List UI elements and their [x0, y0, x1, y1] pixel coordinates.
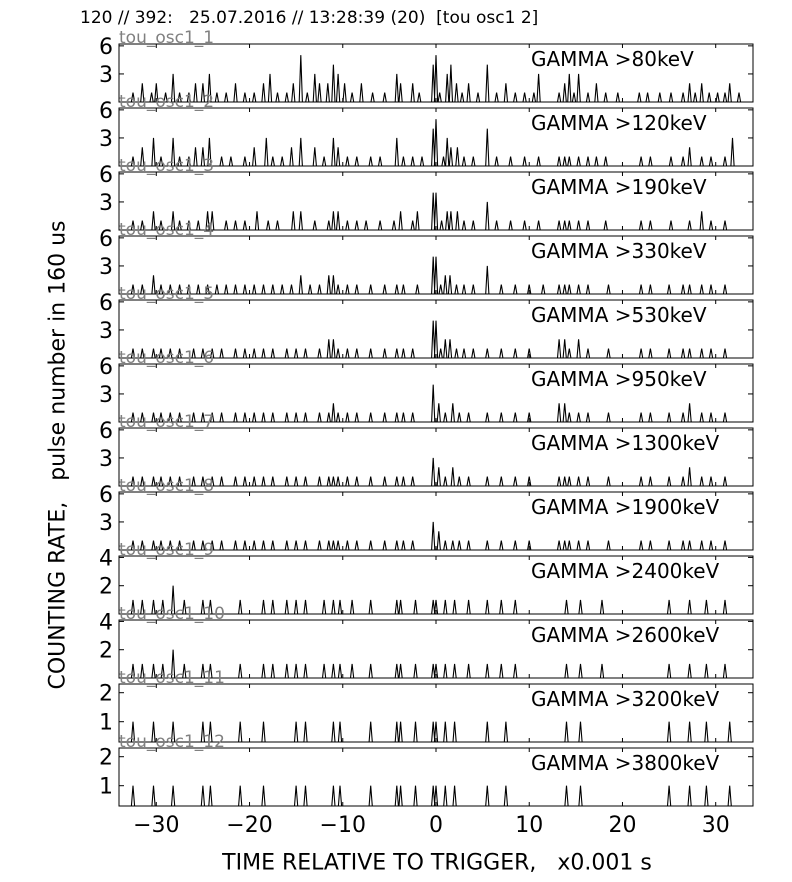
channel-tag: tou_osc1_3 [119, 156, 214, 176]
channel-tag: tou_osc1_7 [119, 412, 214, 432]
series-label: GAMMA >1300keV [531, 431, 720, 455]
series-line [120, 585, 752, 615]
series-line [120, 721, 752, 743]
series-label: GAMMA >3800keV [531, 751, 720, 775]
y-tick-label: 6 [99, 163, 113, 188]
series-line [120, 320, 752, 359]
series-line [120, 119, 752, 167]
y-tick-label: 6 [99, 99, 113, 124]
x-tick-label: 10 [515, 813, 543, 838]
series-label: GAMMA >120keV [531, 111, 707, 135]
channel-tag: tou_osc1_4 [119, 220, 214, 240]
y-tick-label: 1 [99, 775, 113, 800]
y-tick-label: 4 [99, 610, 113, 635]
series-line [120, 55, 752, 103]
channel-tag: tou_osc1_6 [119, 348, 214, 368]
x-tick-label: 30 [702, 813, 730, 838]
series-line [120, 521, 752, 551]
x-axis-label: TIME RELATIVE TO TRIGGER, x0.001 s [222, 850, 652, 876]
y-tick-label: 3 [99, 511, 113, 536]
y-tick-label: 2 [99, 746, 113, 771]
series-line [120, 649, 752, 679]
channel-tag: tou_osc1_5 [119, 284, 214, 304]
y-tick-label: 3 [99, 63, 113, 88]
series-line [120, 457, 752, 487]
y-tick-label: 3 [99, 319, 113, 344]
series-label: GAMMA >330keV [531, 239, 707, 263]
channel-tag: tou_osc1_11 [119, 668, 225, 688]
series-line [120, 256, 752, 295]
channel-tag: tou_osc1_1 [119, 28, 214, 48]
series-label: GAMMA >3200keV [531, 687, 720, 711]
y-tick-label: 3 [99, 447, 113, 472]
y-tick-label: 4 [99, 546, 113, 571]
x-tick-label: 20 [608, 813, 636, 838]
x-tick-label: −30 [133, 813, 179, 838]
y-tick-label: 6 [99, 355, 113, 380]
y-tick-label: 3 [99, 383, 113, 408]
series-label: GAMMA >950keV [531, 367, 707, 391]
series-line [120, 785, 752, 807]
series-line [120, 384, 752, 423]
series-label: GAMMA >190keV [531, 175, 707, 199]
y-tick-label: 6 [99, 227, 113, 252]
series-label: GAMMA >2400keV [531, 559, 720, 583]
x-tick-label: −10 [320, 813, 366, 838]
channel-tag: tou_osc1_12 [119, 732, 225, 752]
figure-header: 120 // 392: 25.07.2016 // 13:28:39 (20) … [80, 8, 539, 28]
channel-tag: tou_osc1_2 [119, 92, 214, 112]
y-tick-label: 3 [99, 191, 113, 216]
series-label: GAMMA >1900keV [531, 495, 720, 519]
channel-tag: tou_osc1_9 [119, 540, 214, 560]
series-label: GAMMA >530keV [531, 303, 707, 327]
x-tick-label: −20 [226, 813, 272, 838]
channel-tag: tou_osc1_10 [119, 604, 225, 624]
y-tick-label: 6 [99, 291, 113, 316]
y-tick-label: 6 [99, 35, 113, 60]
y-tick-label: 2 [99, 682, 113, 707]
y-tick-label: 2 [99, 575, 113, 600]
series-label: GAMMA >2600keV [531, 623, 720, 647]
y-tick-label: 2 [99, 639, 113, 664]
y-tick-label: 1 [99, 711, 113, 736]
series-line [120, 192, 752, 231]
y-tick-label: 6 [99, 419, 113, 444]
x-tick-label: 0 [429, 813, 443, 838]
y-tick-label: 3 [99, 255, 113, 280]
y-tick-label: 6 [99, 483, 113, 508]
y-tick-label: 3 [99, 127, 113, 152]
channel-tag: tou_osc1_8 [119, 476, 214, 496]
series-label: GAMMA >80keV [531, 47, 694, 71]
